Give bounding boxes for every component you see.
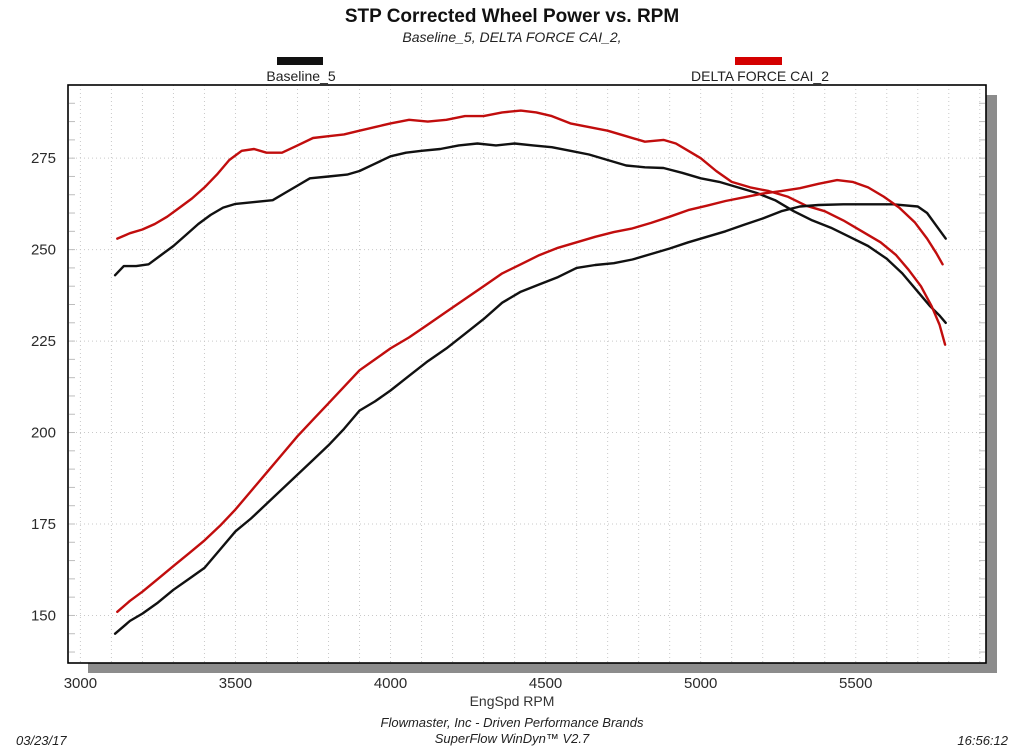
xaxis-title: EngSpd RPM — [469, 693, 555, 709]
x-tick-label: 5000 — [684, 675, 717, 692]
legend-label-cai: DELTA FORCE CAI_2 — [691, 68, 829, 84]
y-tick-label: 150 — [31, 607, 56, 624]
legend-label-baseline: Baseline_5 — [266, 68, 336, 84]
chart-subtitle: Baseline_5, DELTA FORCE CAI_2, — [402, 29, 622, 45]
delta-force-cai-2-power-curve-lower-red- — [116, 178, 944, 613]
legend-swatch-cai — [735, 57, 782, 65]
x-tick-label: 5500 — [839, 675, 872, 692]
chart-title: STP Corrected Wheel Power vs. RPM — [344, 6, 680, 27]
x-tick-label: 4000 — [374, 675, 407, 692]
footer-brand-line: Flowmaster, Inc - Driven Performance Bra… — [380, 715, 644, 730]
y-tick-label: 225 — [31, 333, 56, 350]
plot-frame — [67, 84, 987, 664]
baseline-5-torque-curve-upper-black- — [113, 142, 947, 324]
delta-force-cai-2-torque-curve-upper-red- — [116, 109, 947, 346]
baseline-5-power-curve-lower-black- — [113, 203, 947, 635]
plot-shadow-bottom — [88, 663, 997, 673]
y-tick-label: 275 — [31, 150, 56, 167]
plot-shadow-right — [986, 95, 997, 673]
footer-software-line: SuperFlow WinDyn™ V2.7 — [434, 731, 590, 746]
y-tick-label: 200 — [31, 425, 56, 442]
plot-background — [68, 85, 986, 663]
x-tick-label: 3500 — [219, 675, 252, 692]
y-tick-label: 250 — [31, 242, 56, 259]
y-tick-label: 175 — [31, 516, 56, 533]
x-tick-label: 3000 — [64, 675, 97, 692]
report-date: 03/23/17 — [16, 733, 67, 748]
report-time: 16:56:12 — [957, 733, 1008, 748]
x-tick-label: 4500 — [529, 675, 562, 692]
legend-swatch-baseline — [277, 57, 323, 65]
